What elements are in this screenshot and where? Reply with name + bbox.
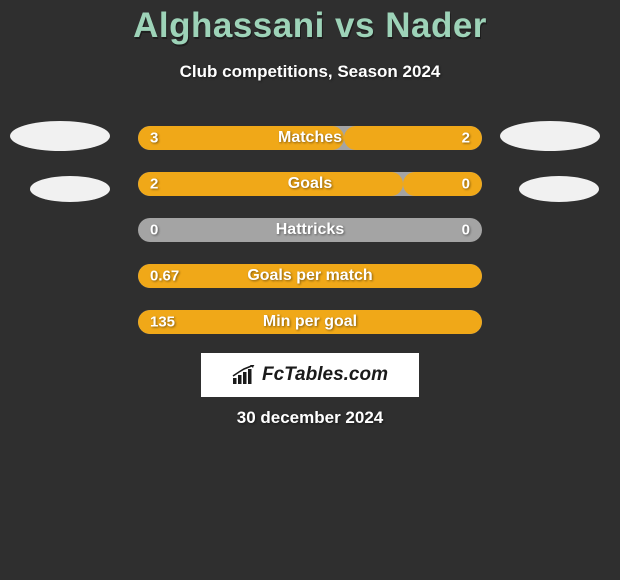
stat-bar: Goals per match0.67 [138,264,482,288]
stat-bar-right-value: 0 [462,222,470,239]
stat-bar-right-value: 2 [462,130,470,147]
stat-bar-left-value: 0 [150,222,158,239]
stat-bar-left-value: 135 [150,314,175,331]
stat-bar-right-value: 0 [462,176,470,193]
brand-badge: FcTables.com [201,353,419,397]
avatar-ellipse [519,176,599,202]
avatar-ellipse [10,121,110,151]
avatar-ellipse [30,176,110,202]
stat-bar-label: Hattricks [138,221,482,239]
stat-bar: Goals2 0 [138,172,482,196]
page-title: Alghassani vs Nader [0,6,620,46]
stat-bar-label: Min per goal [138,313,482,331]
brand-chart-icon [232,365,256,385]
stat-bar-left-value: 0.67 [150,268,179,285]
brand-text: FcTables.com [262,364,388,386]
stat-bar-left-value: 3 [150,130,158,147]
date-text: 30 december 2024 [0,408,620,428]
comparison-graphic: Alghassani vs Nader Club competitions, S… [0,0,620,580]
stat-bar-label: Goals [138,175,482,193]
stat-bar-left-value: 2 [150,176,158,193]
stat-bar-label: Matches [138,129,482,147]
stat-bar: Hattricks0 0 [138,218,482,242]
stat-bar: Min per goal135 [138,310,482,334]
avatar-ellipse [500,121,600,151]
stat-bar: Matches3 2 [138,126,482,150]
subtitle: Club competitions, Season 2024 [0,62,620,82]
stat-bar-label: Goals per match [138,267,482,285]
